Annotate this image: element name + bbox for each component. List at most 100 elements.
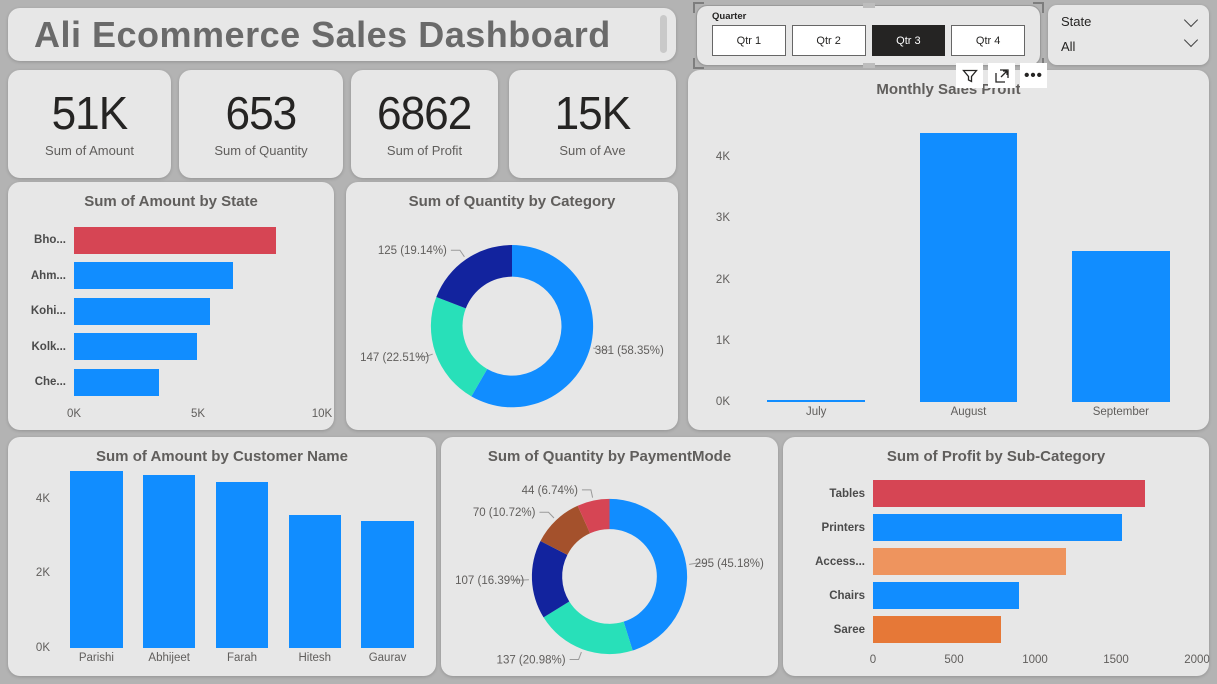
slice-data-label: 107 (16.39%) bbox=[455, 575, 524, 587]
qtr3-button[interactable]: Qtr 3 bbox=[871, 25, 946, 56]
axis-tick-label: 4K bbox=[35, 492, 50, 505]
bar-track bbox=[873, 616, 1197, 643]
category-label: August bbox=[950, 406, 987, 418]
bar[interactable] bbox=[919, 132, 1018, 402]
bar[interactable] bbox=[74, 297, 210, 325]
selection-handle[interactable] bbox=[693, 58, 704, 69]
bar[interactable] bbox=[873, 616, 1001, 643]
qtr2-button[interactable]: Qtr 2 bbox=[791, 25, 866, 56]
category-label: Chairs bbox=[829, 589, 865, 602]
category-label: Access... bbox=[815, 555, 865, 568]
qtr4-button[interactable]: Qtr 4 bbox=[951, 25, 1025, 56]
bar[interactable] bbox=[74, 368, 160, 396]
column-cell bbox=[278, 469, 351, 648]
bar[interactable] bbox=[873, 480, 1146, 507]
chart-amount-by-customer: Sum of Amount by Customer Name 0K 2K 4K Par… bbox=[8, 437, 436, 676]
bar-track bbox=[873, 480, 1197, 507]
state-filter-header[interactable]: State bbox=[1061, 12, 1199, 29]
donut-slice[interactable] bbox=[577, 498, 610, 534]
column-cell bbox=[133, 469, 206, 648]
column-cell bbox=[740, 102, 892, 402]
bar[interactable] bbox=[288, 515, 341, 648]
axis-tick-label: 10K bbox=[311, 408, 333, 420]
selection-handle[interactable] bbox=[1033, 2, 1044, 13]
bar-track bbox=[74, 226, 322, 254]
bar[interactable] bbox=[873, 514, 1123, 541]
bar[interactable] bbox=[1072, 250, 1170, 402]
bar-row: Access... bbox=[795, 548, 1197, 575]
label-leader-line bbox=[416, 353, 433, 358]
bar[interactable] bbox=[74, 262, 233, 289]
donut-svg: 381 (58.35%) 147 (22.51%) 125 (19.14%) bbox=[360, 245, 664, 408]
category-label: Abhijeet bbox=[148, 652, 190, 664]
chevron-down-icon[interactable] bbox=[1183, 32, 1199, 47]
donut-slice[interactable] bbox=[430, 296, 488, 397]
selection-handle[interactable] bbox=[693, 2, 704, 13]
bar-row: Che... bbox=[20, 368, 322, 396]
axis-tick-label: 2000 bbox=[1184, 654, 1210, 666]
bar[interactable] bbox=[74, 226, 277, 254]
label-leader-line bbox=[581, 489, 594, 498]
x-axis: 0K 5K 10K bbox=[67, 404, 332, 422]
slice-data-label: 44 (6.74%) bbox=[522, 485, 578, 497]
more-options-icon[interactable]: ••• bbox=[1020, 63, 1047, 88]
dashboard-title-card: Ali Ecommerce Sales Dashboard bbox=[8, 8, 676, 61]
kpi-value: 51K bbox=[51, 87, 129, 139]
bar[interactable] bbox=[767, 400, 865, 402]
axis-tick-label: 1000 bbox=[1022, 654, 1048, 666]
bar[interactable] bbox=[70, 470, 123, 648]
kpi-card-amount: 51K Sum of Amount bbox=[8, 70, 171, 178]
category-label: September bbox=[1092, 406, 1149, 418]
donut-svg: 295 (45.18%) 137 (20.98%) 107 (16.39%) 70 (… bbox=[455, 485, 764, 667]
axis-tick-label: 0K bbox=[66, 408, 82, 420]
bar-track bbox=[873, 514, 1197, 541]
qtr1-button[interactable]: Qtr 1 bbox=[712, 25, 786, 56]
column-cell bbox=[1045, 102, 1197, 402]
chevron-down-icon[interactable] bbox=[1183, 12, 1199, 27]
kpi-label: Sum of Quantity bbox=[214, 143, 308, 158]
state-filter-dropdown[interactable]: All bbox=[1061, 29, 1199, 54]
donut-chart: 381 (58.35%) 147 (22.51%) 125 (19.14%) bbox=[358, 214, 666, 422]
category-label: Kolk... bbox=[31, 340, 66, 353]
label-leader-line bbox=[450, 249, 465, 258]
selection-handle[interactable] bbox=[862, 63, 875, 68]
bar-chart: Bho... Ahm... Kohi... Kolk... Che... 0K 5K 10K bbox=[20, 214, 332, 422]
column-cell bbox=[351, 469, 424, 648]
category-label: Tables bbox=[829, 487, 865, 500]
bar[interactable] bbox=[361, 521, 414, 648]
donut-slice[interactable] bbox=[609, 498, 688, 651]
chart-quantity-by-paymentmode: Sum of Quantity by PaymentMode 295 (45.1… bbox=[441, 437, 778, 676]
bar[interactable] bbox=[873, 548, 1066, 575]
axis-tick-label: 0K bbox=[35, 642, 50, 654]
chart-title: Sum of Amount by Customer Name bbox=[96, 448, 348, 465]
column-cell bbox=[206, 469, 279, 648]
slicer-buttons: Qtr 1 Qtr 2 Qtr 3 Qtr 4 bbox=[697, 25, 1040, 56]
category-label: Che... bbox=[34, 376, 66, 388]
bar[interactable] bbox=[873, 582, 1019, 609]
donut-slice[interactable] bbox=[436, 245, 512, 309]
filter-icon[interactable] bbox=[956, 63, 983, 88]
bar[interactable] bbox=[142, 474, 196, 648]
axis-tick-label: 4K bbox=[715, 151, 730, 164]
title-scrollbar[interactable] bbox=[660, 15, 667, 53]
donut-slice[interactable] bbox=[543, 601, 633, 655]
focus-mode-icon[interactable] bbox=[988, 63, 1015, 88]
selection-handle[interactable] bbox=[862, 3, 875, 8]
slice-data-label: 137 (20.98%) bbox=[497, 655, 566, 667]
bar[interactable] bbox=[215, 482, 269, 648]
bar[interactable] bbox=[74, 333, 197, 360]
column-chart: 0K 2K 4K Parishi Abhijeet Farah Hitesh Gaurav bbox=[20, 469, 424, 668]
chart-monthly-sales-profit: Monthly Sales Profit 0K 1K 2K 3K 4K July Augus… bbox=[688, 70, 1209, 430]
kpi-card-profit: 6862 Sum of Profit bbox=[351, 70, 498, 178]
donut-slice[interactable] bbox=[540, 505, 591, 555]
category-label: Bho... bbox=[34, 234, 66, 246]
axis-tick-label: 3K bbox=[715, 212, 730, 225]
chart-title: Sum of Quantity by PaymentMode bbox=[487, 448, 732, 465]
donut-slice[interactable] bbox=[471, 245, 594, 408]
bar-track bbox=[74, 262, 322, 289]
donut-slice[interactable] bbox=[531, 541, 570, 618]
bar-row: Saree bbox=[795, 616, 1197, 643]
kpi-card-quantity: 653 Sum of Quantity bbox=[179, 70, 343, 178]
axis-tick-label: 1K bbox=[715, 334, 730, 347]
bar-row: Bho... bbox=[20, 226, 322, 254]
